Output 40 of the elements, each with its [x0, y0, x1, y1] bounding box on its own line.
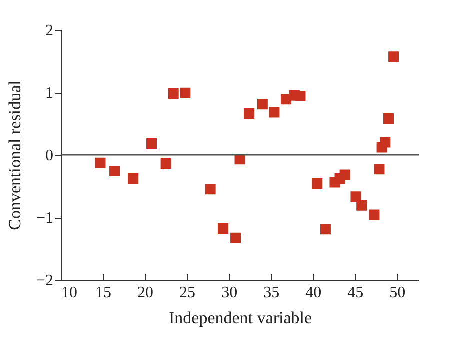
- point: [110, 166, 120, 176]
- point: [244, 108, 254, 119]
- x-tick-label: 20: [138, 284, 154, 302]
- point: [160, 158, 172, 169]
- point: [380, 137, 391, 148]
- point: [374, 164, 385, 175]
- y-tick-label: 1: [46, 85, 54, 102]
- x-tick-label: 10: [62, 284, 78, 302]
- x-tick-label: 25: [180, 284, 196, 302]
- point: [128, 174, 139, 184]
- point: [218, 224, 228, 234]
- x-tick-label: 50: [390, 284, 406, 302]
- point: [384, 114, 394, 124]
- point: [356, 200, 368, 211]
- point: [350, 192, 362, 202]
- y-tick-label: 0: [46, 148, 54, 164]
- point: [168, 88, 179, 99]
- x-tick-label: 30: [222, 284, 238, 302]
- x-axis-title: Independent variable: [168, 308, 312, 328]
- point: [295, 91, 306, 102]
- point: [95, 158, 106, 168]
- point: [269, 107, 280, 118]
- x-tick-label: 40: [306, 284, 322, 302]
- point: [257, 99, 268, 110]
- point: [369, 210, 380, 220]
- x-tick-label: 15: [96, 284, 112, 302]
- y-axis-title: Conventional residual: [5, 80, 24, 230]
- point: [230, 232, 242, 244]
- y-tick-label: −2: [36, 272, 54, 290]
- x-tick-label: 45: [348, 284, 364, 302]
- point: [146, 138, 158, 149]
- point: [312, 178, 323, 189]
- point: [205, 184, 216, 195]
- point: [320, 224, 331, 235]
- point: [340, 170, 350, 180]
- y-tick-label: 2: [46, 22, 54, 40]
- point: [180, 88, 191, 98]
- y-tick-label: −1: [36, 210, 54, 227]
- point: [388, 52, 400, 62]
- x-tick-label: 35: [264, 284, 280, 302]
